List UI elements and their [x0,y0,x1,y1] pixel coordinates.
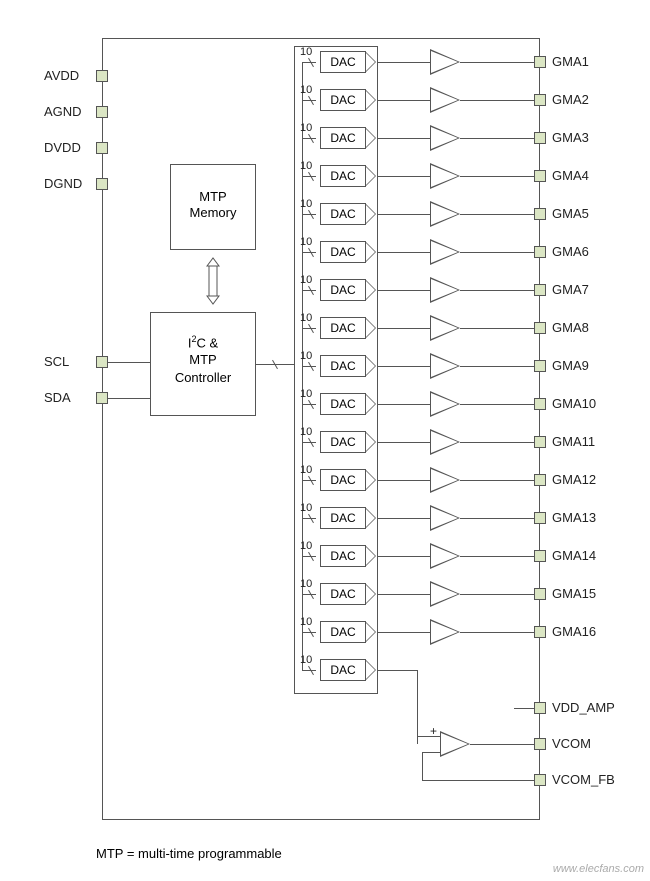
pin-vcom_fb [534,774,546,786]
dac-2: DAC [320,89,366,111]
pin-scl [96,356,108,368]
amp-6 [430,239,460,265]
pin-gma16 [534,626,546,638]
dac-9: DAC [320,355,366,377]
label-gma1: GMA1 [552,54,589,69]
vcom-opamp [440,731,470,757]
label-scl: SCL [44,354,69,369]
amp-2 [430,87,460,113]
footnote: MTP = multi-time programmable [96,846,282,861]
label-gma15: GMA15 [552,586,596,601]
pin-dvdd [96,142,108,154]
pin-gma4 [534,170,546,182]
pin-vcom [534,738,546,750]
dac-17: DAC [320,659,366,681]
label-sda: SDA [44,390,71,405]
dac-1: DAC [320,51,366,73]
label-dgnd: DGND [44,176,82,191]
dac-8: DAC [320,317,366,339]
label-gma9: GMA9 [552,358,589,373]
pin-sda [96,392,108,404]
pin-gma15 [534,588,546,600]
amp-12 [430,467,460,493]
pin-gma8 [534,322,546,334]
label-gma3: GMA3 [552,130,589,145]
amp-3 [430,125,460,151]
pin-gma13 [534,512,546,524]
label-gma8: GMA8 [552,320,589,335]
dac-14: DAC [320,545,366,567]
amp-7 [430,277,460,303]
dac-15: DAC [320,583,366,605]
dac-11: DAC [320,431,366,453]
amp-4 [430,163,460,189]
pin-gma3 [534,132,546,144]
label-gma10: GMA10 [552,396,596,411]
amp-10 [430,391,460,417]
dac-5: DAC [320,203,366,225]
label-vcom: VCOM [552,736,591,751]
label-gma7: GMA7 [552,282,589,297]
watermark: www.elecfans.com [553,863,644,875]
label-dvdd: DVDD [44,140,81,155]
label-gma5: GMA5 [552,206,589,221]
dac-16: DAC [320,621,366,643]
amp-14 [430,543,460,569]
label-avdd: AVDD [44,68,79,83]
label-gma12: GMA12 [552,472,596,487]
amp-1 [430,49,460,75]
dac-3: DAC [320,127,366,149]
pin-gma12 [534,474,546,486]
label-vdd_amp: VDD_AMP [552,700,615,715]
pin-agnd [96,106,108,118]
dac-12: DAC [320,469,366,491]
pin-dgnd [96,178,108,190]
dac-4: DAC [320,165,366,187]
label-gma4: GMA4 [552,168,589,183]
pin-gma6 [534,246,546,258]
pin-gma9 [534,360,546,372]
label-gma2: GMA2 [552,92,589,107]
pin-gma7 [534,284,546,296]
amp-15 [430,581,460,607]
amp-8 [430,315,460,341]
pin-gma2 [534,94,546,106]
dac-6: DAC [320,241,366,263]
dac-10: DAC [320,393,366,415]
pin-gma5 [534,208,546,220]
label-gma16: GMA16 [552,624,596,639]
amp-5 [430,201,460,227]
label-vcom_fb: VCOM_FB [552,772,615,787]
pin-gma11 [534,436,546,448]
label-agnd: AGND [44,104,82,119]
amp-16 [430,619,460,645]
label-gma14: GMA14 [552,548,596,563]
bidir-arrow [203,256,223,282]
amp-13 [430,505,460,531]
label-gma13: GMA13 [552,510,596,525]
dac-13: DAC [320,507,366,529]
dac-7: DAC [320,279,366,301]
amp-9 [430,353,460,379]
pin-avdd [96,70,108,82]
amp-11 [430,429,460,455]
pin-vdd_amp [534,702,546,714]
label-gma11: GMA11 [552,434,595,449]
pin-gma1 [534,56,546,68]
pin-gma10 [534,398,546,410]
pin-gma14 [534,550,546,562]
label-gma6: GMA6 [552,244,589,259]
